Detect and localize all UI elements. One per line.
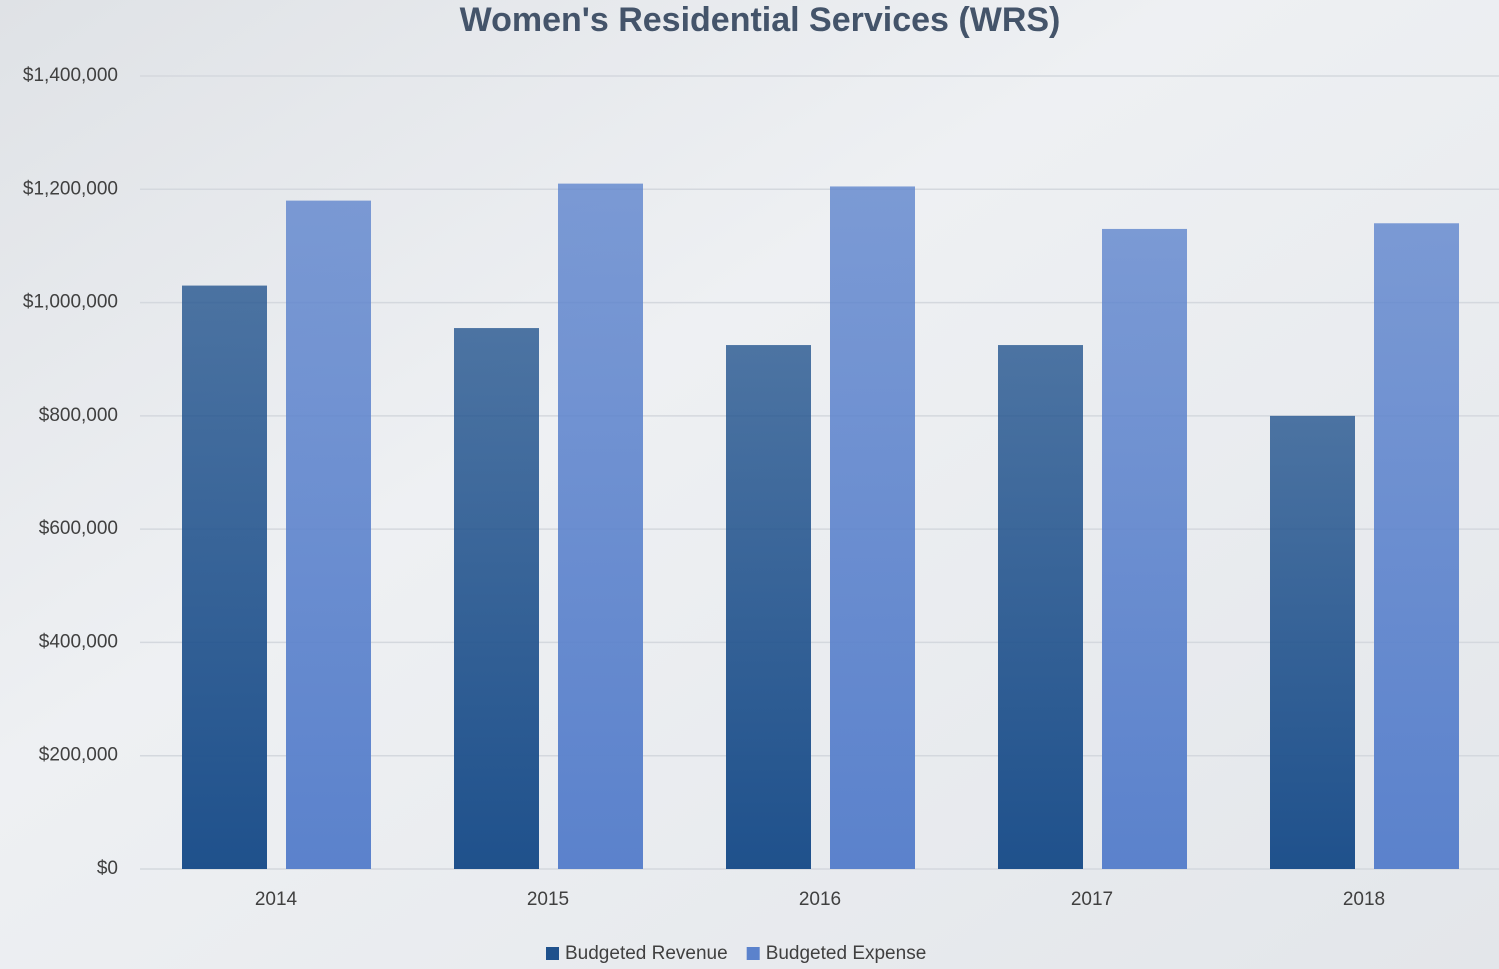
bar [454,328,539,870]
y-tick-label: $1,000,000 [23,292,118,313]
chart-title: Women's Residential Services (WRS) [460,1,1061,39]
bar [182,285,267,869]
bar [830,186,915,870]
y-tick-label: $0 [97,858,118,879]
bar [1102,228,1187,869]
bar [558,183,643,869]
bar [726,345,811,869]
bar [1374,223,1459,869]
bar [1270,415,1355,869]
x-tick-label: 2016 [799,889,841,910]
x-tick-label: 2017 [1071,889,1113,910]
legend-label: Budgeted Expense [766,943,927,964]
legend-swatch [546,947,559,960]
bar [286,200,371,870]
y-tick-label: $800,000 [39,405,118,426]
bar [998,345,1083,869]
y-tick-label: $200,000 [39,745,118,766]
legend-swatch [746,947,760,960]
y-tick-label: $600,000 [39,518,118,539]
x-tick-label: 2015 [527,889,569,910]
legend-label: Budgeted Revenue [565,943,728,964]
x-tick-label: 2018 [1343,889,1385,910]
y-tick-label: $1,400,000 [23,65,118,86]
x-tick-label: 2014 [255,889,298,910]
y-tick-label: $1,200,000 [23,178,118,199]
y-tick-label: $400,000 [39,631,118,652]
